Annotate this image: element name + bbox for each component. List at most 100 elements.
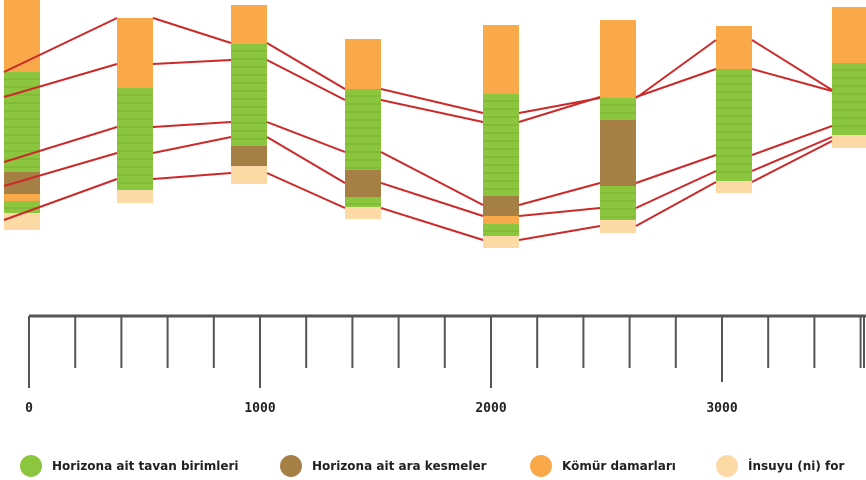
- legend-label: Horizona ait tavan birimleri: [52, 459, 239, 473]
- green-band: [231, 66, 267, 68]
- green-band: [345, 203, 381, 205]
- green-band: [117, 110, 153, 112]
- unit-peach: [716, 181, 752, 193]
- legend-label: İnsuyu (ni) for: [748, 459, 845, 473]
- green-band: [600, 208, 636, 210]
- green-band: [117, 102, 153, 104]
- green-band: [117, 94, 153, 96]
- scale-tick-label: 0: [25, 401, 33, 416]
- unit-brown: [231, 146, 267, 166]
- green-band: [345, 143, 381, 145]
- correlation-line: [3, 59, 833, 123]
- unit-green: [600, 98, 636, 120]
- unit-brown: [600, 120, 636, 186]
- green-band: [117, 166, 153, 168]
- green-band: [716, 123, 752, 125]
- green-band: [600, 112, 636, 114]
- green-band: [483, 100, 519, 102]
- green-band: [117, 150, 153, 152]
- unit-green: [345, 197, 381, 207]
- scale-tick-label: 2000: [475, 401, 506, 416]
- green-band: [345, 103, 381, 105]
- green-band: [832, 101, 866, 103]
- correlation-line: [3, 136, 833, 217]
- unit-green: [231, 44, 267, 146]
- stratigraphic-correlation-diagram: 0 1000 2000 3000: [3, 0, 866, 416]
- green-band: [716, 131, 752, 133]
- green-band: [117, 134, 153, 136]
- green-band: [345, 135, 381, 137]
- green-band: [4, 207, 40, 209]
- green-band: [231, 50, 267, 52]
- green-band: [4, 126, 40, 128]
- legend-item-komur: Kömür damarları: [530, 452, 676, 480]
- unit-peach: [4, 213, 40, 230]
- green-band: [4, 110, 40, 112]
- green-band: [832, 117, 866, 119]
- green-band: [4, 142, 40, 144]
- green-band: [600, 200, 636, 202]
- well-column: [832, 7, 866, 148]
- unit-peach: [483, 236, 519, 248]
- green-band: [4, 150, 40, 152]
- correlation-line: [3, 121, 833, 206]
- green-band: [716, 171, 752, 173]
- well-column: [231, 5, 267, 184]
- unit-green: [600, 186, 636, 220]
- green-band: [483, 108, 519, 110]
- correlation-line: [3, 17, 833, 114]
- green-band: [4, 118, 40, 120]
- legend-item-insuyu: İnsuyu (ni) for: [716, 452, 844, 480]
- green-band: [4, 78, 40, 80]
- green-band: [4, 102, 40, 104]
- legend-item-ara-kesmeler: Horizona ait ara kesmeler: [280, 452, 487, 480]
- well-columns: [4, 0, 866, 248]
- green-band: [231, 90, 267, 92]
- green-band: [345, 127, 381, 129]
- green-band: [483, 148, 519, 150]
- legend-item-tavan: Horizona ait tavan birimleri: [20, 452, 239, 480]
- green-band: [483, 172, 519, 174]
- green-band: [345, 119, 381, 121]
- well-column: [600, 20, 636, 233]
- green-band: [483, 124, 519, 126]
- green-band: [716, 155, 752, 157]
- green-band: [483, 230, 519, 232]
- well-column: [117, 18, 153, 203]
- legend: Horizona ait tavan birimleri Horizona ai…: [0, 452, 866, 480]
- green-band: [483, 164, 519, 166]
- green-band: [4, 134, 40, 136]
- well-column: [716, 26, 752, 193]
- correlation-lines: [3, 17, 833, 241]
- unit-orange: [117, 18, 153, 88]
- green-band: [716, 83, 752, 85]
- green-band: [832, 125, 866, 127]
- green-band: [832, 93, 866, 95]
- green-band: [832, 109, 866, 111]
- unit-orange: [600, 20, 636, 98]
- green-band: [483, 116, 519, 118]
- green-band: [231, 106, 267, 108]
- green-band: [345, 167, 381, 169]
- green-band: [117, 142, 153, 144]
- green-band: [345, 151, 381, 153]
- green-band: [832, 69, 866, 71]
- unit-green: [117, 88, 153, 190]
- green-band: [117, 174, 153, 176]
- green-band: [483, 188, 519, 190]
- green-band: [117, 126, 153, 128]
- green-band: [345, 95, 381, 97]
- green-band: [600, 192, 636, 194]
- green-band: [117, 158, 153, 160]
- green-band: [231, 58, 267, 60]
- legend-swatch-peach: [716, 455, 738, 477]
- green-band: [483, 180, 519, 182]
- green-band: [345, 111, 381, 113]
- green-band: [117, 118, 153, 120]
- legend-swatch-green: [20, 455, 42, 477]
- unit-peach: [345, 207, 381, 219]
- green-band: [4, 94, 40, 96]
- green-band: [231, 122, 267, 124]
- green-band: [716, 147, 752, 149]
- unit-orange: [716, 26, 752, 69]
